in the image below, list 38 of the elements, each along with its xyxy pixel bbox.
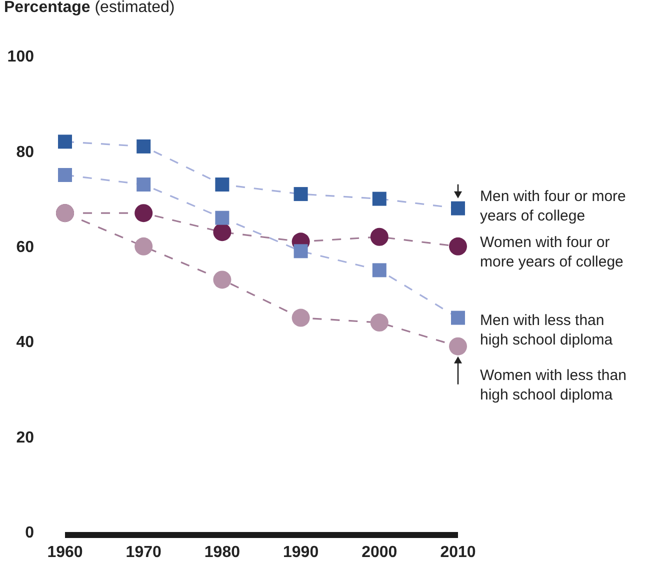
point	[136, 178, 151, 192]
y-axis-title: Percentage (estimated)	[4, 0, 175, 16]
x-tick-label: 1980	[204, 544, 240, 562]
point	[370, 314, 388, 332]
point	[134, 204, 153, 222]
y-tick-label: 20	[16, 429, 34, 446]
y-tick-label: 100	[7, 48, 34, 66]
x-tick-label: 1960	[47, 544, 83, 562]
y-tick-label: 60	[16, 239, 34, 256]
point	[213, 270, 232, 289]
point	[215, 210, 230, 225]
point	[370, 228, 388, 246]
x-tick-label: 1970	[126, 544, 162, 562]
point	[449, 237, 467, 256]
point	[213, 223, 232, 242]
point	[372, 192, 386, 206]
y-tick-label: 40	[16, 334, 34, 352]
series-label: Men with four or more years of college	[480, 188, 626, 224]
x-tick-label: 2000	[362, 544, 398, 562]
x-tick-label: 1990	[283, 544, 319, 562]
series-label: Men with less than high school diploma	[480, 312, 614, 348]
series-label: Women with four or more years of college	[480, 234, 624, 270]
point	[136, 139, 151, 154]
point	[58, 168, 72, 182]
point	[294, 187, 308, 202]
y-tick-label: 80	[16, 144, 34, 161]
point	[449, 337, 467, 356]
point	[215, 178, 230, 192]
x-tick-label: 2010	[440, 544, 476, 562]
point	[134, 237, 153, 256]
series-label: Women with less than high school diploma	[480, 367, 626, 404]
point	[451, 310, 465, 325]
point	[451, 201, 465, 216]
y-tick-label: 0	[25, 524, 34, 542]
point	[292, 308, 310, 327]
point	[294, 244, 308, 258]
point	[372, 263, 386, 278]
point	[58, 134, 72, 149]
